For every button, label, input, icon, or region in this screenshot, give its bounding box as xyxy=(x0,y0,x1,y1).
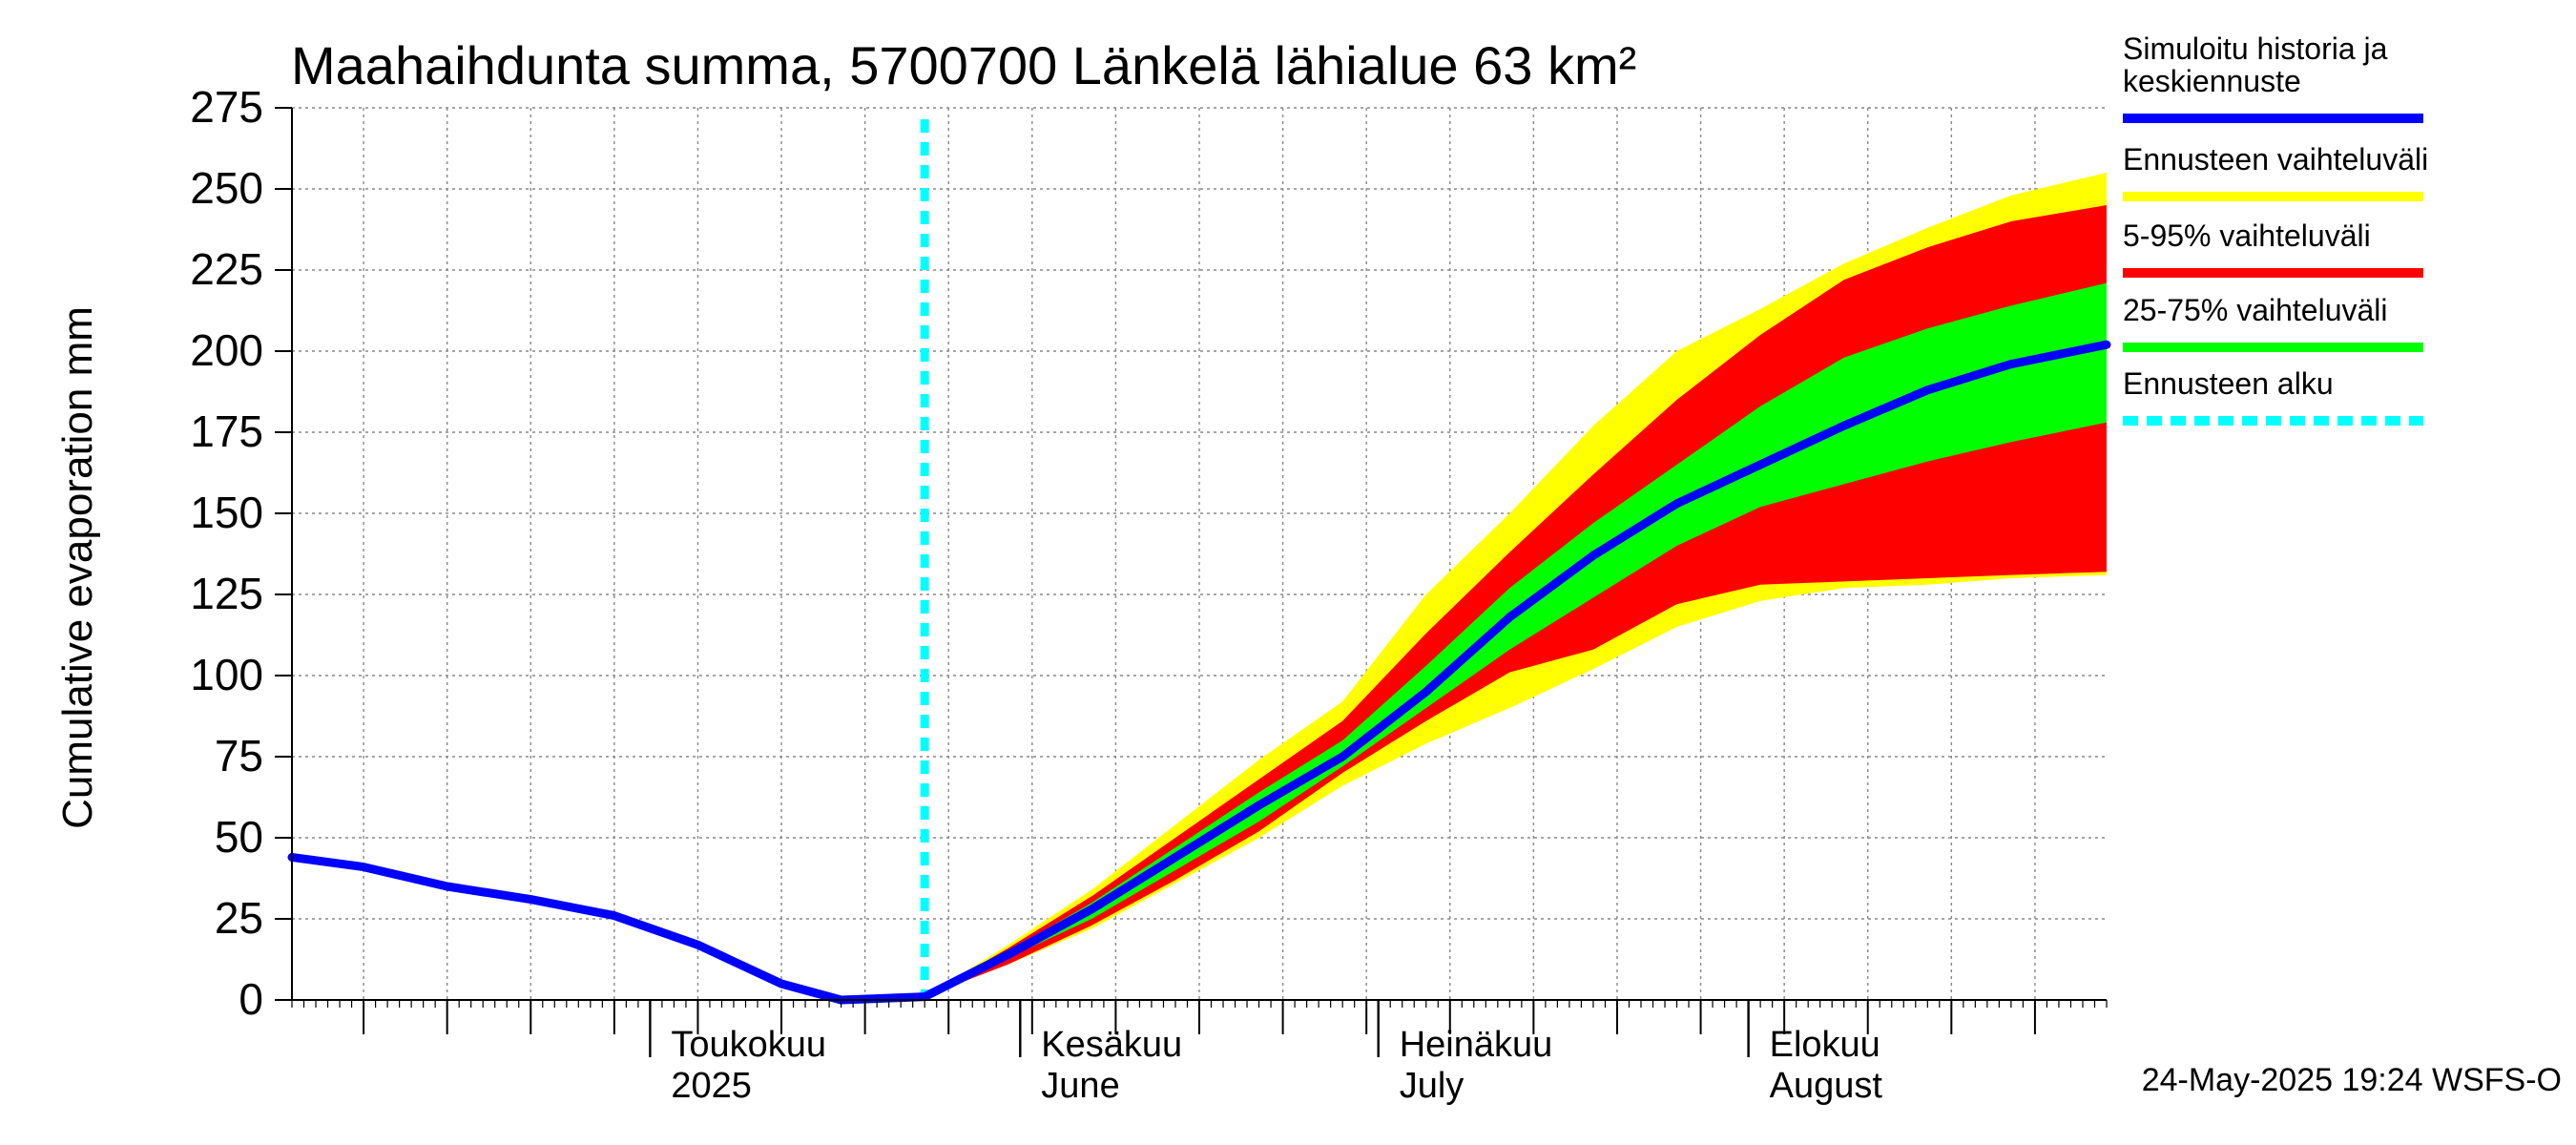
legend-label: 5-95% vaihteluväli xyxy=(2123,219,2371,253)
footer-stamp: 24-May-2025 19:24 WSFS-O xyxy=(2142,1062,2562,1098)
x-month-sublabel: 2025 xyxy=(671,1066,752,1106)
y-tick-label: 100 xyxy=(190,650,263,699)
y-tick-label: 225 xyxy=(190,244,263,294)
x-month-label: Kesäkuu xyxy=(1041,1025,1182,1065)
y-tick-label: 50 xyxy=(215,812,263,862)
legend-label: 25-75% vaihteluväli xyxy=(2123,293,2388,327)
chart-title: Maahaihdunta summa, 5700700 Länkelä lähi… xyxy=(291,35,1636,95)
x-month-sublabel: July xyxy=(1400,1066,1465,1106)
legend-label: Simuloitu historia ja xyxy=(2123,31,2388,66)
y-tick-label: 200 xyxy=(190,325,263,375)
band-25-75-vaihteluv-li xyxy=(924,282,2107,997)
x-month-label: Elokuu xyxy=(1770,1025,1880,1065)
median-line-layer xyxy=(287,119,2111,1005)
x-month-label: Toukokuu xyxy=(671,1025,826,1065)
forecast-bands xyxy=(924,173,2107,997)
y-axis-label: Cumulative evaporation mm xyxy=(54,306,101,829)
y-tick-label: 250 xyxy=(190,163,263,213)
y-tick-label: 0 xyxy=(239,974,263,1024)
legend-label: keskiennuste xyxy=(2123,64,2301,98)
y-tick-label: 75 xyxy=(215,731,263,781)
axes: 0 25 50 75 100 125 150 175 200 225 250 275 Toukokuu2… xyxy=(190,82,2108,1106)
y-tick-label: 25 xyxy=(215,893,263,943)
y-tick-label: 175 xyxy=(190,406,263,456)
x-month-sublabel: June xyxy=(1041,1066,1119,1106)
x-month-label: Heinäkuu xyxy=(1400,1025,1553,1065)
legend-label: Ennusteen vaihteluväli xyxy=(2123,142,2428,177)
y-tick-label: 150 xyxy=(190,488,263,537)
legend-label: Ennusteen alku xyxy=(2123,366,2334,401)
y-tick-label: 125 xyxy=(190,569,263,618)
y-tick-label: 275 xyxy=(190,82,263,132)
x-month-sublabel: August xyxy=(1770,1066,1883,1106)
median-line xyxy=(287,340,2111,1005)
